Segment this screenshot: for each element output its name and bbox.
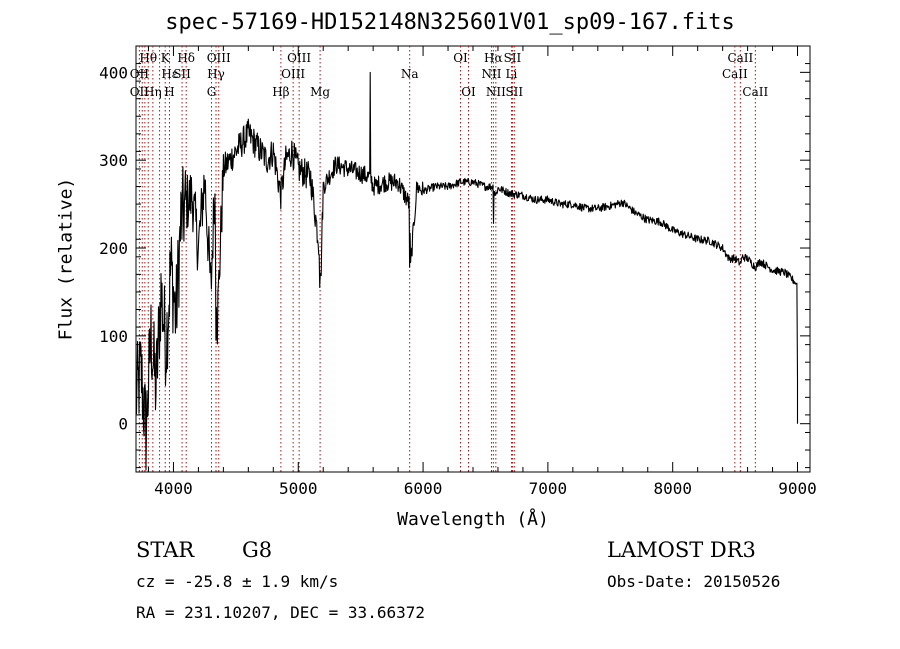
line-label: Mg xyxy=(310,85,330,99)
chart-title: spec-57169-HD152148N325601V01_sp09-167.f… xyxy=(165,10,735,35)
line-label: G xyxy=(207,85,217,99)
x-tick-label: 6000 xyxy=(404,479,443,498)
line-label: Hθ xyxy=(139,51,157,65)
line-label: NII xyxy=(481,67,501,81)
line-label: OII xyxy=(130,85,150,99)
x-axis-label: Wavelength (Å) xyxy=(397,509,549,530)
plot-frame xyxy=(135,45,811,473)
x-axis-ticks: 4000 5000 6000 7000 8000 9000 xyxy=(147,46,817,498)
line-label: Hγ xyxy=(207,67,225,81)
emission-line-markers xyxy=(138,46,756,472)
line-label: OIII xyxy=(207,51,231,65)
line-label: OI xyxy=(453,51,468,65)
line-label: Na xyxy=(401,67,419,81)
y-tick-label: 200 xyxy=(99,239,128,258)
line-label: OII xyxy=(130,67,150,81)
line-label: NII xyxy=(486,85,506,99)
x-tick-label: 8000 xyxy=(653,479,692,498)
line-label: SII xyxy=(173,67,191,81)
y-tick-label: 400 xyxy=(99,63,128,82)
line-label: OI xyxy=(461,85,476,99)
redshift-cz: cz = -25.8 ± 1.9 km/s xyxy=(136,572,339,591)
line-label: Hβ xyxy=(272,85,289,99)
line-label: Hε xyxy=(161,67,178,81)
object-subclass: G8 xyxy=(242,538,273,562)
y-tick-label: 100 xyxy=(99,327,128,346)
line-label: OIII xyxy=(281,67,305,81)
line-label: Li xyxy=(506,67,518,81)
line-label: CaII xyxy=(742,85,768,99)
spectrum-series xyxy=(135,71,799,471)
line-label: CaII xyxy=(722,67,748,81)
emission-line-labels: Hθ OII OII K Hε Hη SII H Hδ OIII Hγ G Hβ OIII OIII Mg Na… xyxy=(130,51,769,99)
y-tick-label: 0 xyxy=(118,415,128,434)
spectrum-line xyxy=(135,71,799,471)
x-tick-label: 9000 xyxy=(778,479,817,498)
object-class: STAR xyxy=(136,538,195,562)
line-label: H xyxy=(164,85,174,99)
coordinates: RA = 231.10207, DEC = 33.66372 xyxy=(136,603,425,622)
line-label: Hδ xyxy=(177,51,195,65)
observation-date: Obs-Date: 20150526 xyxy=(607,572,781,591)
line-label: SII xyxy=(505,85,523,99)
survey-name: LAMOST DR3 xyxy=(607,538,756,562)
line-label: OIII xyxy=(287,51,311,65)
y-axis-label: Flux (relative) xyxy=(55,177,77,341)
x-tick-label: 7000 xyxy=(529,479,568,498)
line-label: K xyxy=(161,51,171,65)
line-label: Hη xyxy=(144,85,162,99)
x-tick-label: 4000 xyxy=(154,479,193,498)
line-label: CaII xyxy=(727,51,753,65)
line-label: Hα xyxy=(484,51,503,65)
y-tick-label: 300 xyxy=(99,151,128,170)
y-axis-ticks: 0 100 200 300 400 xyxy=(99,63,810,469)
line-label: SII xyxy=(504,51,522,65)
x-tick-label: 5000 xyxy=(279,479,318,498)
